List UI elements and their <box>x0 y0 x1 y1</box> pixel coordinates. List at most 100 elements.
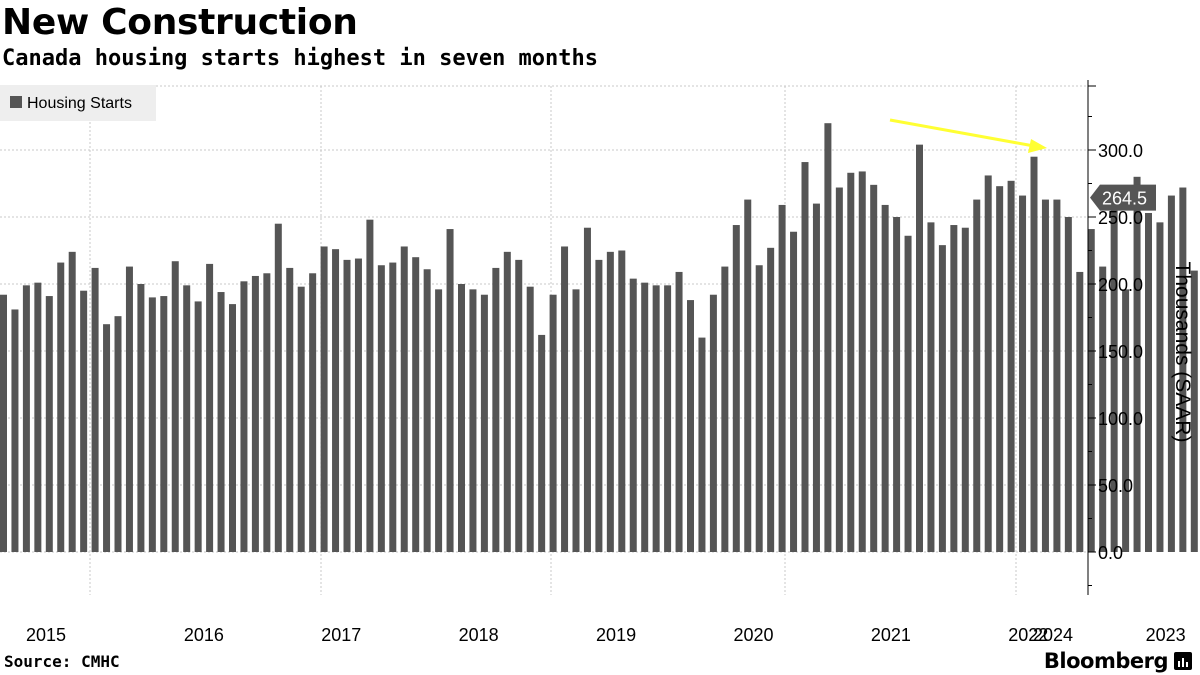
bar <box>1019 195 1027 552</box>
bar <box>148 297 156 552</box>
bar <box>996 186 1004 552</box>
bar <box>194 301 202 552</box>
bar <box>870 184 878 552</box>
bar <box>927 222 935 553</box>
bar <box>423 269 431 552</box>
bar <box>400 246 408 553</box>
bar <box>263 273 271 552</box>
arrow-shaft <box>889 118 1035 148</box>
bar <box>561 246 569 553</box>
bar <box>824 123 832 552</box>
y-tick-label: 200.0 <box>1098 275 1143 295</box>
bar <box>320 246 328 553</box>
bar <box>469 289 477 552</box>
bar <box>229 304 236 552</box>
bar <box>11 309 19 552</box>
bar <box>767 247 775 552</box>
bar <box>171 261 179 552</box>
y-tick-label: 250.0 <box>1098 208 1143 228</box>
x-tick-label: 2016 <box>184 625 224 645</box>
bar <box>687 300 694 552</box>
bar <box>354 258 362 552</box>
bar <box>641 282 649 552</box>
legend-box <box>0 85 156 121</box>
page-subtitle: Canada housing starts highest in seven m… <box>2 46 599 71</box>
y-tick-label: 150.0 <box>1098 342 1143 362</box>
bar <box>217 292 225 552</box>
x-tick-label: 2021 <box>871 625 911 645</box>
bar <box>778 204 786 552</box>
bar <box>103 324 111 552</box>
bar <box>790 231 798 553</box>
annotation-arrow <box>889 118 1047 153</box>
bar <box>629 278 637 552</box>
legend: Housing Starts <box>0 85 156 121</box>
bar <box>755 265 763 552</box>
bar <box>446 229 454 552</box>
bar <box>435 289 443 552</box>
bar <box>492 267 500 552</box>
y-tick-label: 300.0 <box>1098 141 1143 161</box>
bar <box>1087 229 1095 552</box>
bar <box>22 285 30 552</box>
bar <box>45 296 53 552</box>
bar <box>664 285 672 552</box>
bar <box>332 249 340 552</box>
bar <box>847 172 855 552</box>
brand-logo-text: Bloomberg <box>1043 649 1169 673</box>
bar <box>572 289 580 552</box>
x-tick-label: 2017 <box>321 625 361 645</box>
bar <box>606 251 614 552</box>
bar <box>34 282 42 552</box>
bar <box>114 316 122 552</box>
bloomberg-terminal-icon <box>1174 652 1192 670</box>
bar <box>412 257 420 552</box>
bar <box>137 284 145 552</box>
source-note: Source: CMHC <box>4 652 120 671</box>
bar <box>1053 199 1061 552</box>
y-tick-label: 100.0 <box>1098 409 1143 429</box>
x-tick-label: 2024 <box>1033 625 1073 645</box>
bar <box>1030 156 1038 552</box>
bar <box>1064 217 1072 552</box>
bar <box>91 267 99 552</box>
bar <box>297 286 305 552</box>
bar <box>125 266 133 552</box>
bar <box>240 281 248 552</box>
bar <box>881 204 889 552</box>
bar <box>309 273 317 552</box>
y-axis: 0.0 50.0 100.0 150.0 200.0 250.0 300.0 <box>1087 80 1143 595</box>
bar <box>835 187 843 552</box>
bar <box>984 175 992 552</box>
bar <box>80 290 88 552</box>
bar <box>583 227 591 552</box>
bars <box>0 123 1198 553</box>
page-title: New Construction <box>2 2 358 43</box>
last-value-label: 264.5 <box>1102 189 1147 209</box>
bar <box>973 199 981 552</box>
y-axis-label: Thousands (SAAR) <box>1171 262 1194 443</box>
bar <box>698 337 706 552</box>
bar <box>801 162 809 552</box>
bar <box>709 294 717 552</box>
x-tick-label: 2018 <box>459 625 499 645</box>
bar <box>1145 212 1152 553</box>
bar <box>595 259 603 552</box>
bar <box>183 285 191 552</box>
bar <box>458 284 465 552</box>
bar <box>160 296 168 552</box>
bar <box>343 259 351 552</box>
bar <box>480 294 488 552</box>
x-tick-label: 2020 <box>733 625 773 645</box>
bar <box>526 286 534 552</box>
bar <box>1156 222 1164 553</box>
bar <box>744 199 752 552</box>
bar <box>1122 289 1130 552</box>
bar <box>286 267 294 552</box>
bar <box>938 245 946 552</box>
last-value-badge-shape <box>1090 184 1156 211</box>
bar <box>675 271 683 552</box>
bar <box>1099 266 1107 552</box>
bar <box>950 225 958 553</box>
